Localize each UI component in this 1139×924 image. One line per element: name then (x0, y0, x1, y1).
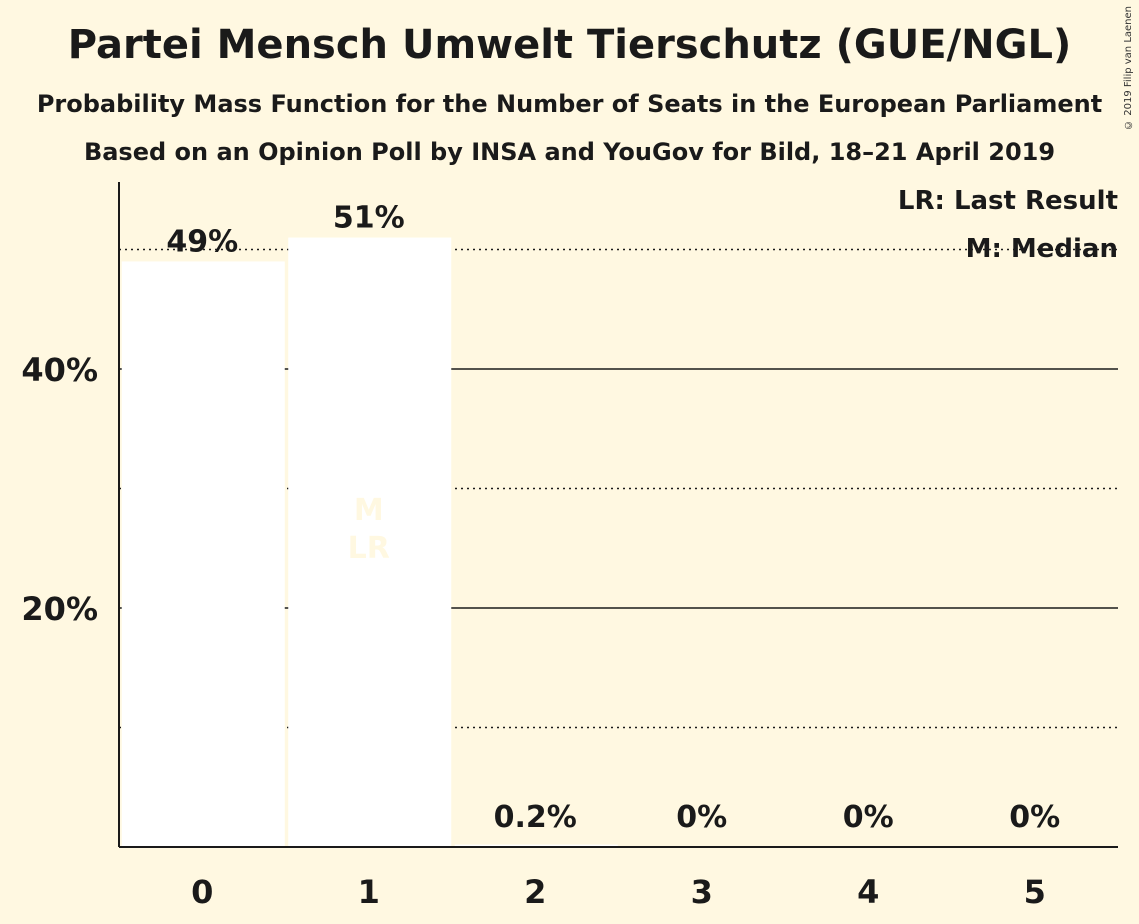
x-tick-label: 4 (857, 873, 879, 911)
bar (288, 237, 452, 848)
legend-last-result: LR: Last Result (898, 186, 1118, 216)
bar-value-label: 0.2% (494, 800, 577, 835)
median-marker: M (354, 493, 384, 528)
last-result-marker: LR (348, 531, 390, 566)
x-tick-label: 1 (358, 873, 380, 911)
legend-median: M: Median (966, 234, 1118, 264)
x-tick-label: 2 (524, 873, 546, 911)
x-tick-label: 5 (1024, 873, 1046, 911)
y-tick-label: 40% (21, 351, 98, 389)
chart-subtitle: Probability Mass Function for the Number… (36, 90, 1103, 118)
chart-title: Partei Mensch Umwelt Tierschutz (GUE/NGL… (67, 22, 1072, 68)
bar-value-label: 0% (676, 800, 727, 835)
bar (121, 261, 285, 847)
x-tick-label: 3 (691, 873, 713, 911)
x-tick-label: 0 (191, 873, 213, 911)
bar-value-label: 49% (166, 224, 238, 259)
bar-value-label: 0% (1009, 800, 1060, 835)
chart-subtitle-source: Based on an Opinion Poll by INSA and You… (83, 138, 1056, 166)
y-tick-label: 20% (21, 590, 98, 628)
bar (454, 844, 618, 847)
bar-value-label: 51% (333, 201, 405, 236)
bar-value-label: 0% (843, 800, 894, 835)
